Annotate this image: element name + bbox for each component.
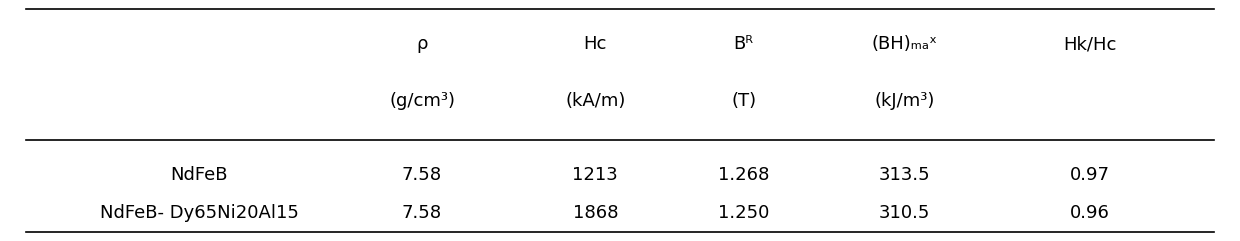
Text: 0.97: 0.97	[1070, 166, 1110, 184]
Text: 1.268: 1.268	[718, 166, 769, 184]
Text: 1.250: 1.250	[718, 204, 769, 222]
Text: ρ: ρ	[417, 35, 428, 53]
Text: Hᴄ: Hᴄ	[584, 35, 606, 53]
Text: (BH)ₘₐˣ: (BH)ₘₐˣ	[872, 35, 937, 53]
Text: (kA/m): (kA/m)	[565, 93, 625, 110]
Text: NdFeB- Dy65Ni20Al15: NdFeB- Dy65Ni20Al15	[100, 204, 299, 222]
Text: (kJ/m³): (kJ/m³)	[874, 93, 935, 110]
Text: Bᴿ: Bᴿ	[734, 35, 754, 53]
Text: 7.58: 7.58	[402, 204, 443, 222]
Text: Hk/Hc: Hk/Hc	[1064, 35, 1117, 53]
Text: 0.96: 0.96	[1070, 204, 1110, 222]
Text: 313.5: 313.5	[879, 166, 930, 184]
Text: (T): (T)	[732, 93, 756, 110]
Text: NdFeB: NdFeB	[171, 166, 228, 184]
Text: 1213: 1213	[573, 166, 618, 184]
Text: (g/cm³): (g/cm³)	[389, 93, 455, 110]
Text: 1868: 1868	[573, 204, 618, 222]
Text: 7.58: 7.58	[402, 166, 443, 184]
Text: 310.5: 310.5	[879, 204, 930, 222]
